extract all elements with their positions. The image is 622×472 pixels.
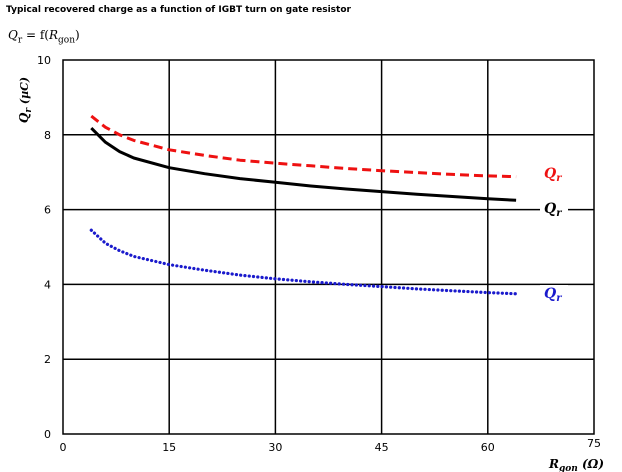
- y-tick-label: 0: [44, 428, 51, 441]
- x-tick-label: 45: [375, 441, 389, 454]
- series-label-sub: r: [556, 173, 562, 184]
- series-label-main: Q: [544, 286, 556, 302]
- plot-border: [62, 59, 595, 435]
- y-tick-label: 4: [44, 278, 51, 291]
- x-axis-label-unit: (Ω): [578, 457, 604, 471]
- y-axis-label-main: Q: [17, 112, 31, 123]
- series-label-1: Qr: [544, 166, 562, 184]
- x-axis-label: Rgon (Ω): [548, 457, 604, 472]
- formula-close: ): [75, 28, 80, 42]
- formula-arg-sub: gon: [58, 35, 75, 46]
- x-tick-label: 15: [162, 441, 176, 454]
- series-label-bg: [540, 200, 568, 220]
- formula-eq: = f(: [22, 28, 49, 42]
- tick-labels: 0 15 30 45 60 75 0 2 4 6 8 10: [37, 54, 601, 454]
- formula-arg: R: [48, 28, 59, 42]
- x-tick-label: 0: [60, 441, 67, 454]
- formula-lhs: Q: [8, 28, 18, 42]
- y-tick-label: 6: [44, 204, 51, 217]
- series-label-sub: r: [556, 293, 562, 304]
- x-axis-label-main: R: [548, 457, 559, 471]
- x-axis-label-sub: gon: [559, 464, 578, 472]
- x-tick-label: 30: [268, 441, 282, 454]
- y-axis-label-sub: r: [24, 107, 34, 113]
- chart-title: Typical recovered charge as a function o…: [6, 5, 351, 15]
- series-label-main: Q: [544, 166, 556, 182]
- chart-formula: Qr = f(Rgon): [8, 28, 80, 45]
- grid: [63, 60, 594, 434]
- y-axis-label-unit: (µC): [18, 77, 31, 108]
- series-label-sub: r: [556, 208, 562, 219]
- series-label-2: Qr: [544, 201, 562, 219]
- series-label-bg: [540, 285, 568, 305]
- series-label-3: Qr: [544, 286, 562, 304]
- series-line-1: [90, 114, 517, 179]
- y-tick-label: 10: [37, 54, 51, 67]
- series-line-2: [90, 127, 517, 202]
- formula-lhs-sub: r: [17, 35, 23, 46]
- y-tick-label: 8: [44, 129, 51, 142]
- series-label-main: Q: [544, 201, 556, 217]
- y-axis-label: Qr (µC): [17, 77, 34, 123]
- series-label-bg: [540, 165, 568, 185]
- x-tick-label: 60: [481, 441, 495, 454]
- y-tick-label: 2: [44, 353, 51, 366]
- series-line-3: [89, 228, 518, 296]
- x-tick-label: 75: [587, 437, 601, 450]
